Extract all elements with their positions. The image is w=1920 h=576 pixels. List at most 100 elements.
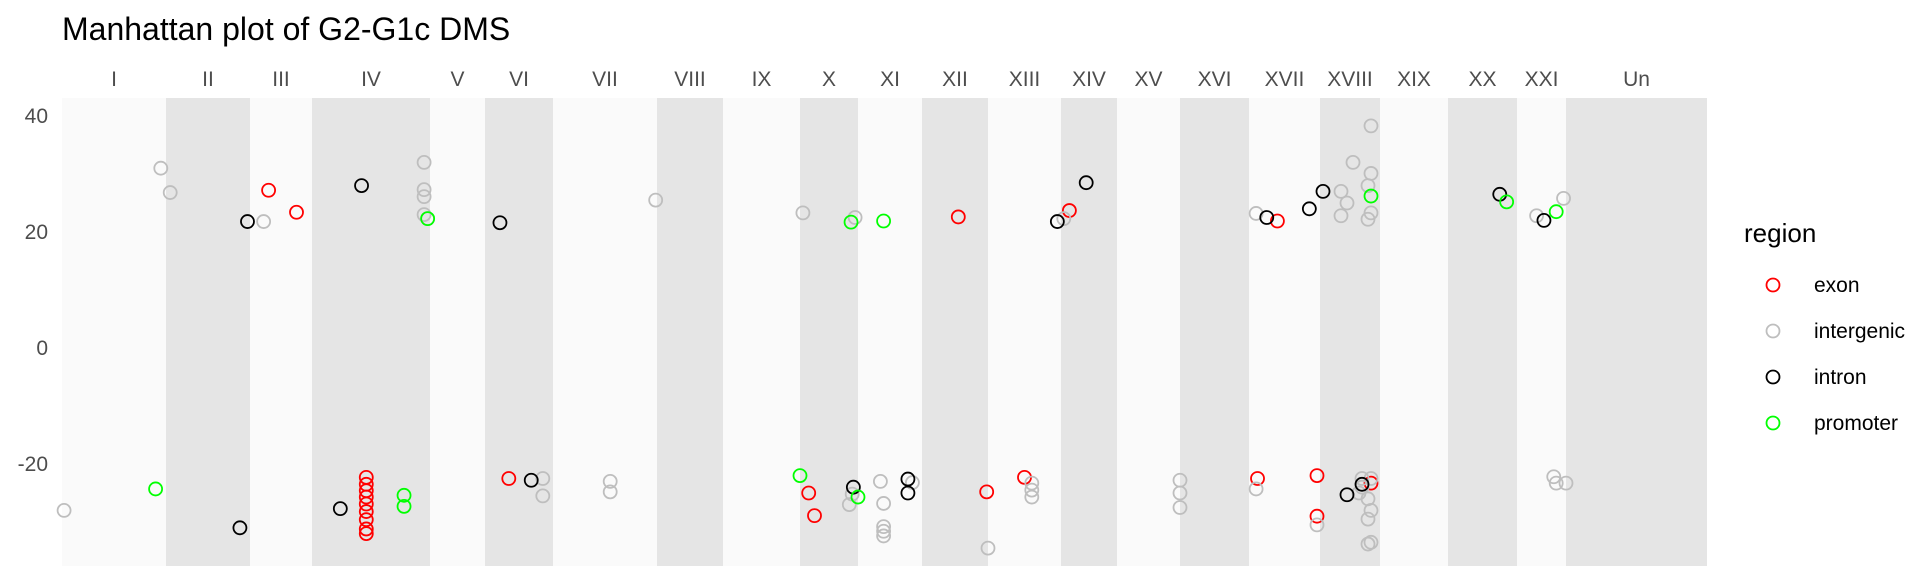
point-promoter <box>876 213 891 229</box>
point-intergenic <box>535 488 551 504</box>
legend-label-intron: intron <box>1814 366 1867 389</box>
chromosome-label: X <box>822 68 836 91</box>
chromosome-band <box>858 98 922 566</box>
point-exon <box>358 489 374 505</box>
point-intergenic <box>162 185 178 200</box>
y-tick-label: 20 <box>25 221 48 244</box>
point-exon <box>358 504 374 519</box>
point-intergenic <box>56 502 72 518</box>
point-intergenic <box>876 496 891 511</box>
chromosome-label: XIV <box>1072 68 1106 91</box>
point-intron <box>1078 175 1094 191</box>
chromosome-label: VIII <box>674 68 706 91</box>
point-intergenic <box>1363 502 1379 518</box>
point-intergenic <box>1024 482 1040 498</box>
chromosome-band <box>800 98 858 566</box>
chromosome-label: XV <box>1134 68 1162 91</box>
chromosome-band <box>62 98 166 566</box>
chromosome-label: IV <box>361 68 381 91</box>
point-intron <box>1339 487 1355 503</box>
chromosome-band <box>723 98 800 566</box>
point-intron <box>523 472 539 488</box>
point-intergenic <box>1354 471 1370 486</box>
chromosome-label: XI <box>880 68 900 91</box>
point-exon <box>289 204 304 220</box>
chromosome-label: I <box>111 68 117 91</box>
chromosome-band <box>657 98 723 566</box>
point-exon <box>1250 471 1265 486</box>
chromosome-label: XIII <box>1009 68 1041 91</box>
y-tick-label: 0 <box>36 337 48 360</box>
chromosome-label: XVI <box>1198 68 1232 91</box>
legend-label-exon: exon <box>1814 274 1860 297</box>
point-intergenic <box>1309 517 1325 533</box>
point-intergenic <box>1360 536 1376 552</box>
chromosome-band <box>1380 98 1448 566</box>
point-intergenic <box>648 192 664 208</box>
point-exon <box>261 182 277 198</box>
point-intergenic <box>1172 485 1188 501</box>
point-exon <box>1309 508 1325 524</box>
point-intron <box>232 520 248 536</box>
point-promoter <box>420 211 436 227</box>
chromosome-band <box>1061 98 1117 566</box>
legend-label-promoter: promoter <box>1814 412 1898 435</box>
legend-key-intergenic <box>1765 323 1781 339</box>
point-exon <box>807 508 822 524</box>
point-exon <box>501 471 517 486</box>
point-intron <box>900 485 916 501</box>
point-intron <box>1315 183 1331 199</box>
point-intergenic <box>1360 511 1376 527</box>
point-promoter <box>148 481 164 497</box>
chromosome-bands <box>62 98 1707 566</box>
y-axis: -20 0 20 40 <box>18 105 48 476</box>
legend-label-intergenic: intergenic <box>1814 320 1905 343</box>
chromosome-label: VII <box>592 68 618 91</box>
point-intergenic <box>602 473 618 489</box>
point-intergenic <box>153 160 169 176</box>
point-intergenic <box>416 154 432 170</box>
point-intergenic <box>1333 183 1349 199</box>
point-promoter <box>1499 194 1515 210</box>
chromosome-label: Un <box>1623 68 1650 91</box>
point-intergenic <box>1339 195 1355 211</box>
chromosome-band <box>250 98 312 566</box>
legend-key-promoter <box>1765 415 1781 431</box>
point-intergenic <box>256 214 272 229</box>
chromosome-label: III <box>272 68 290 91</box>
data-points <box>56 118 1574 556</box>
chromosome-label: V <box>450 68 464 91</box>
point-intergenic <box>847 210 863 225</box>
chromosome-band <box>1517 98 1566 566</box>
point-intron <box>332 501 348 517</box>
chromosome-band <box>1249 98 1320 566</box>
point-intergenic <box>1360 211 1376 227</box>
point-exon <box>358 496 374 512</box>
chromosome-band <box>922 98 988 566</box>
legend-title: region <box>1744 218 1816 248</box>
point-intergenic <box>1546 469 1562 485</box>
legend-key-intron <box>1765 369 1781 385</box>
point-intron <box>1301 201 1317 217</box>
chromosome-band <box>1448 98 1517 566</box>
point-intergenic <box>1558 475 1574 491</box>
point-intergenic <box>980 540 996 556</box>
point-intron <box>492 215 508 231</box>
chromosome-label: XII <box>942 68 968 91</box>
point-promoter <box>850 489 866 505</box>
point-intergenic <box>876 523 891 539</box>
point-intron <box>240 214 255 229</box>
chromosome-labels: I II III IV V VI VII VIII IX X XI XII XIII XIV XV XVI XV… <box>111 68 1650 91</box>
chromosome-band <box>430 98 485 566</box>
point-intron <box>1536 212 1552 228</box>
point-promoter <box>843 214 859 230</box>
point-intron <box>1049 214 1065 229</box>
point-exon <box>1363 475 1379 491</box>
point-promoter <box>396 498 412 514</box>
point-intergenic <box>1548 475 1564 491</box>
point-intergenic <box>1333 208 1349 224</box>
point-intergenic <box>876 528 891 544</box>
chromosome-band <box>1117 98 1180 566</box>
point-exon <box>358 512 374 528</box>
chart-title: Manhattan plot of G2-G1c DMS <box>62 11 510 47</box>
